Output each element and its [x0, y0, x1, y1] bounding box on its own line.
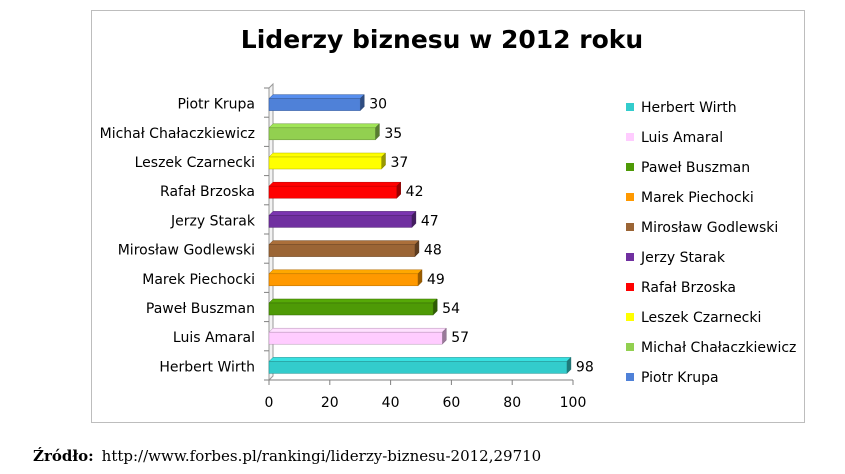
bar: [268, 98, 361, 111]
legend-label: Paweł Buszman: [641, 160, 750, 176]
data-label: 49: [427, 272, 445, 288]
legend-swatch: [626, 253, 634, 261]
bar: [268, 127, 376, 141]
bar: [268, 244, 416, 257]
category-label: Mirosław Godlewski: [118, 243, 255, 259]
legend-label: Rafał Brzoska: [641, 280, 736, 296]
bar: [268, 185, 397, 199]
legend-swatch: [626, 343, 634, 351]
legend-label: Luis Amaral: [641, 130, 723, 146]
legend-swatch: [626, 313, 634, 321]
data-label: 48: [424, 243, 442, 259]
bars-group: Piotr Krupa 30 Michał Chałaczkiewicz 35 Lesz…: [100, 93, 594, 375]
x-tick-label: 80: [503, 395, 521, 411]
chart-frame: Liderzy biznesu w 2012 roku: [91, 10, 805, 423]
legend-label: Michał Chałaczkiewicz: [641, 340, 796, 356]
legend: Herbert Wirth Luis Amaral Paweł Buszman Mar…: [626, 100, 796, 386]
x-tick-label: 40: [382, 395, 400, 411]
bar-chart: 0 20 40 60 80 100 Piotr Krupa 30 Michał Chałacz…: [100, 82, 796, 411]
category-label: Piotr Krupa: [177, 97, 255, 113]
bar-top: [268, 298, 438, 304]
legend-swatch: [626, 223, 634, 231]
category-label: Leszek Czarnecki: [135, 155, 255, 171]
category-label: Luis Amaral: [173, 330, 255, 346]
legend-label: Jerzy Starak: [640, 250, 726, 266]
bar-top: [268, 123, 381, 129]
source-label: Źródło:: [33, 447, 94, 465]
bar-top: [268, 269, 423, 275]
source-url: http://www.forbes.pl/rankingi/liderzy-bi…: [101, 447, 542, 465]
data-label: 30: [369, 97, 387, 113]
legend-swatch: [626, 163, 634, 171]
legend-label: Marek Piechocki: [641, 190, 754, 206]
bar-top: [268, 181, 402, 187]
legend-label: Herbert Wirth: [641, 100, 737, 116]
data-label: 42: [406, 184, 424, 200]
bar-top: [268, 152, 387, 158]
bar: [268, 215, 413, 228]
x-tick-label: 60: [442, 395, 460, 411]
bar: [268, 331, 443, 345]
legend-swatch: [626, 103, 634, 111]
bar-top: [268, 94, 365, 99]
category-label: Herbert Wirth: [159, 359, 255, 375]
x-tick-label: 20: [321, 395, 339, 411]
data-label: 47: [421, 213, 439, 229]
data-label: 37: [390, 155, 408, 171]
legend-swatch: [626, 283, 634, 291]
legend-label: Mirosław Godlewski: [641, 220, 778, 236]
category-label: Jerzy Starak: [170, 213, 256, 229]
data-label: 54: [442, 301, 460, 317]
bar: [268, 361, 568, 374]
bar: [268, 273, 419, 287]
data-label: 98: [576, 359, 594, 375]
data-label: 35: [384, 126, 402, 142]
source-line: Źródło: http://www.forbes.pl/rankingi/lid…: [33, 447, 541, 465]
chart-title: Liderzy biznesu w 2012 roku: [240, 25, 644, 54]
data-label: 57: [451, 330, 469, 346]
bar: [268, 156, 382, 170]
category-label: Rafał Brzoska: [160, 184, 255, 200]
bar-top: [268, 357, 572, 362]
bar: [268, 302, 434, 316]
legend-swatch: [626, 193, 634, 201]
category-label: Michał Chałaczkiewicz: [100, 126, 255, 142]
legend-swatch: [626, 133, 634, 141]
bar-top: [268, 327, 447, 333]
x-tick-label: 100: [560, 395, 587, 411]
bar-top: [268, 211, 417, 216]
legend-label: Piotr Krupa: [641, 370, 719, 386]
bar-top: [268, 240, 420, 245]
legend-swatch: [626, 373, 634, 381]
category-label: Paweł Buszman: [146, 301, 255, 317]
x-tick-label: 0: [265, 395, 274, 411]
legend-label: Leszek Czarnecki: [641, 310, 761, 326]
category-label: Marek Piechocki: [142, 272, 255, 288]
